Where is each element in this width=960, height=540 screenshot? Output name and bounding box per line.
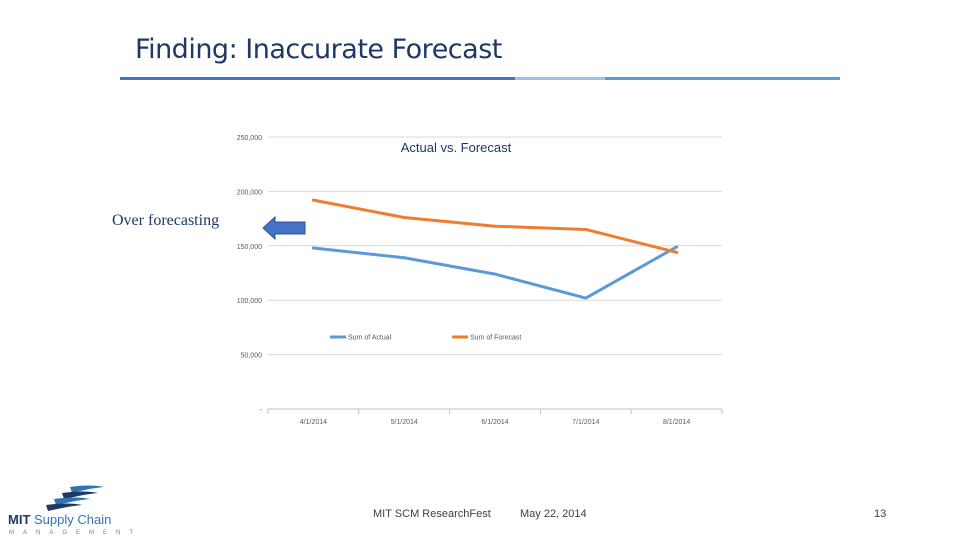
chart-legend: Sum of Actual Sum of Forecast: [330, 335, 521, 342]
logo-swoosh-icon: [46, 485, 104, 511]
logo-management: MANAGEMENT: [9, 530, 143, 536]
x-tick-label-3: 7/1/2014: [572, 419, 599, 426]
data-point-0-1: [402, 256, 406, 260]
y-tick-label-2: 100,000: [237, 298, 262, 305]
y-tick-label-5: 250,000: [237, 135, 262, 142]
data-point-1-2: [493, 224, 497, 228]
data-point-0-3: [584, 296, 588, 300]
y-axis-tick-labels: - 50,000 100,000 150,000 200,000 250,000: [237, 135, 263, 414]
footer-date: May 22, 2014: [520, 508, 587, 520]
title-underline: [120, 77, 840, 80]
y-tick-label-4: 200,000: [237, 189, 262, 196]
data-point-1-4: [675, 250, 679, 254]
x-axis-tick-labels: 4/1/2014 5/1/2014 6/1/2014 7/1/2014 8/1/2014: [300, 419, 691, 426]
y-tick-label-1: 50,000: [241, 353, 263, 360]
mit-scm-logo: MIT Supply Chain MANAGEMENT: [6, 483, 136, 538]
title-underline-light: [515, 77, 605, 80]
left-arrow-icon: [262, 216, 306, 240]
data-point-1-3: [584, 227, 588, 231]
x-tick-label-4: 8/1/2014: [663, 419, 690, 426]
data-point-1-0: [311, 198, 315, 202]
y-tick-label-3: 150,000: [237, 244, 262, 251]
x-tick-label-1: 5/1/2014: [391, 419, 418, 426]
legend-label-1: Sum of Forecast: [470, 335, 521, 342]
chart-gridlines: [267, 136, 723, 414]
x-tick-label-0: 4/1/2014: [300, 419, 327, 426]
data-point-0-4: [675, 245, 679, 249]
title-underline-mid: [605, 77, 840, 80]
chart-title: Actual vs. Forecast: [401, 140, 512, 155]
y-tick-label-0: -: [260, 407, 263, 414]
series-line-0: [311, 245, 679, 300]
title-underline-dark: [120, 77, 515, 80]
data-point-0-0: [311, 246, 315, 250]
logo-wordmark: MIT Supply Chain: [8, 512, 111, 527]
logo-mit: MIT: [8, 512, 31, 527]
footer-event: MIT SCM ResearchFest: [373, 508, 491, 520]
chart-series: [311, 198, 679, 300]
data-point-0-2: [493, 272, 497, 276]
logo-supply-chain: Supply Chain: [30, 512, 112, 527]
data-point-1-1: [402, 216, 406, 220]
page-number: 13: [874, 508, 887, 520]
x-tick-label-2: 6/1/2014: [481, 419, 508, 426]
legend-label-0: Sum of Actual: [348, 335, 392, 342]
over-forecasting-annotation: Over forecasting: [112, 212, 220, 229]
slide-title: Finding: Inaccurate Forecast: [135, 34, 502, 65]
